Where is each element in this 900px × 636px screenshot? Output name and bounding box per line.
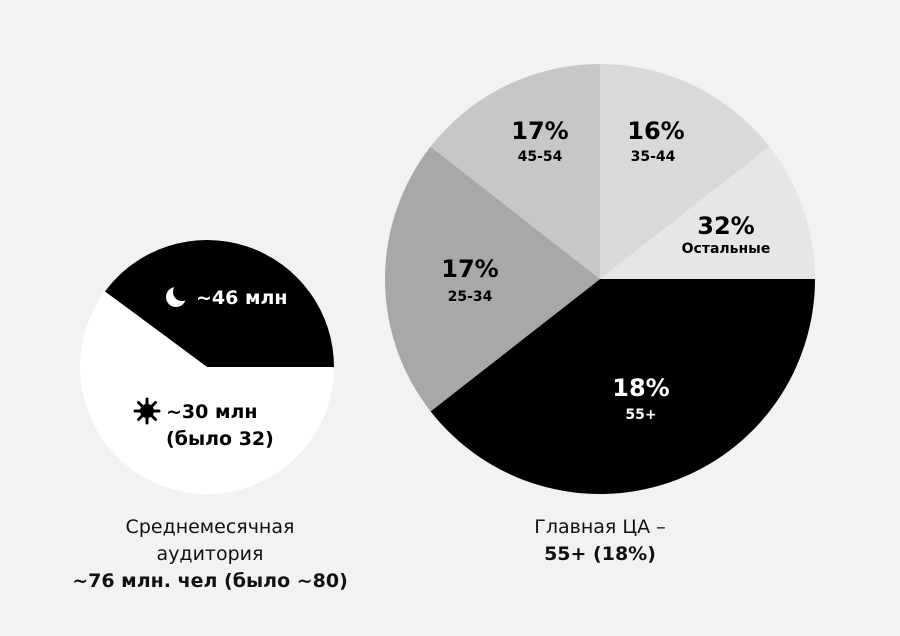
slice-label-others: Остальные (682, 241, 771, 257)
slice-label-25-34: 25-34 (448, 289, 493, 305)
sun-icon (133, 397, 161, 425)
pie-slice-monthly-day (79, 291, 334, 495)
caption-line: Главная ЦА – (534, 516, 666, 538)
slice-pct-55-plus: 18% (612, 374, 669, 402)
caption-total: ~76 млн. чел (было ~80) (72, 570, 348, 592)
slice-label-35-44: 35-44 (631, 149, 676, 165)
pie-slice-45-54 (430, 64, 600, 279)
moon-icon (166, 283, 191, 307)
slice-label-day: ~30 млн (166, 401, 258, 423)
pie-slice-others (600, 146, 815, 279)
slice-pct-25-34: 17% (441, 255, 498, 283)
caption-line: аудитория (156, 543, 264, 565)
caption-main-value: 55+ (18%) (544, 543, 656, 565)
small-pie: ~46 млн ~30 млн (было 32) (79, 240, 334, 495)
slice-pct-35-44: 16% (627, 117, 684, 145)
slice-pct-others: 32% (697, 212, 754, 240)
caption-line: Среднемесячная (125, 516, 295, 538)
slice-label-night: ~46 млн (196, 287, 288, 309)
pie-slice-25-34 (385, 146, 600, 412)
pie-slice-monthly-night (104, 240, 334, 367)
caption-main-audience: Главная ЦА – 55+ (18%) (480, 514, 720, 568)
slice-pct-45-54: 17% (511, 117, 568, 145)
slice-label-55-plus: 55+ (625, 407, 656, 423)
pie-slice-35-44 (600, 64, 770, 279)
slice-label-45-54: 45-54 (518, 149, 563, 165)
caption-monthly-audience: Среднемесячная аудитория ~76 млн. чел (б… (70, 514, 350, 595)
large-pie: 16% 35-44 32% Остальные 18% 55+ 17% 25-3… (385, 64, 815, 494)
slice-label-day-previous: (было 32) (166, 428, 274, 450)
pie-slice-55-plus (430, 279, 815, 494)
